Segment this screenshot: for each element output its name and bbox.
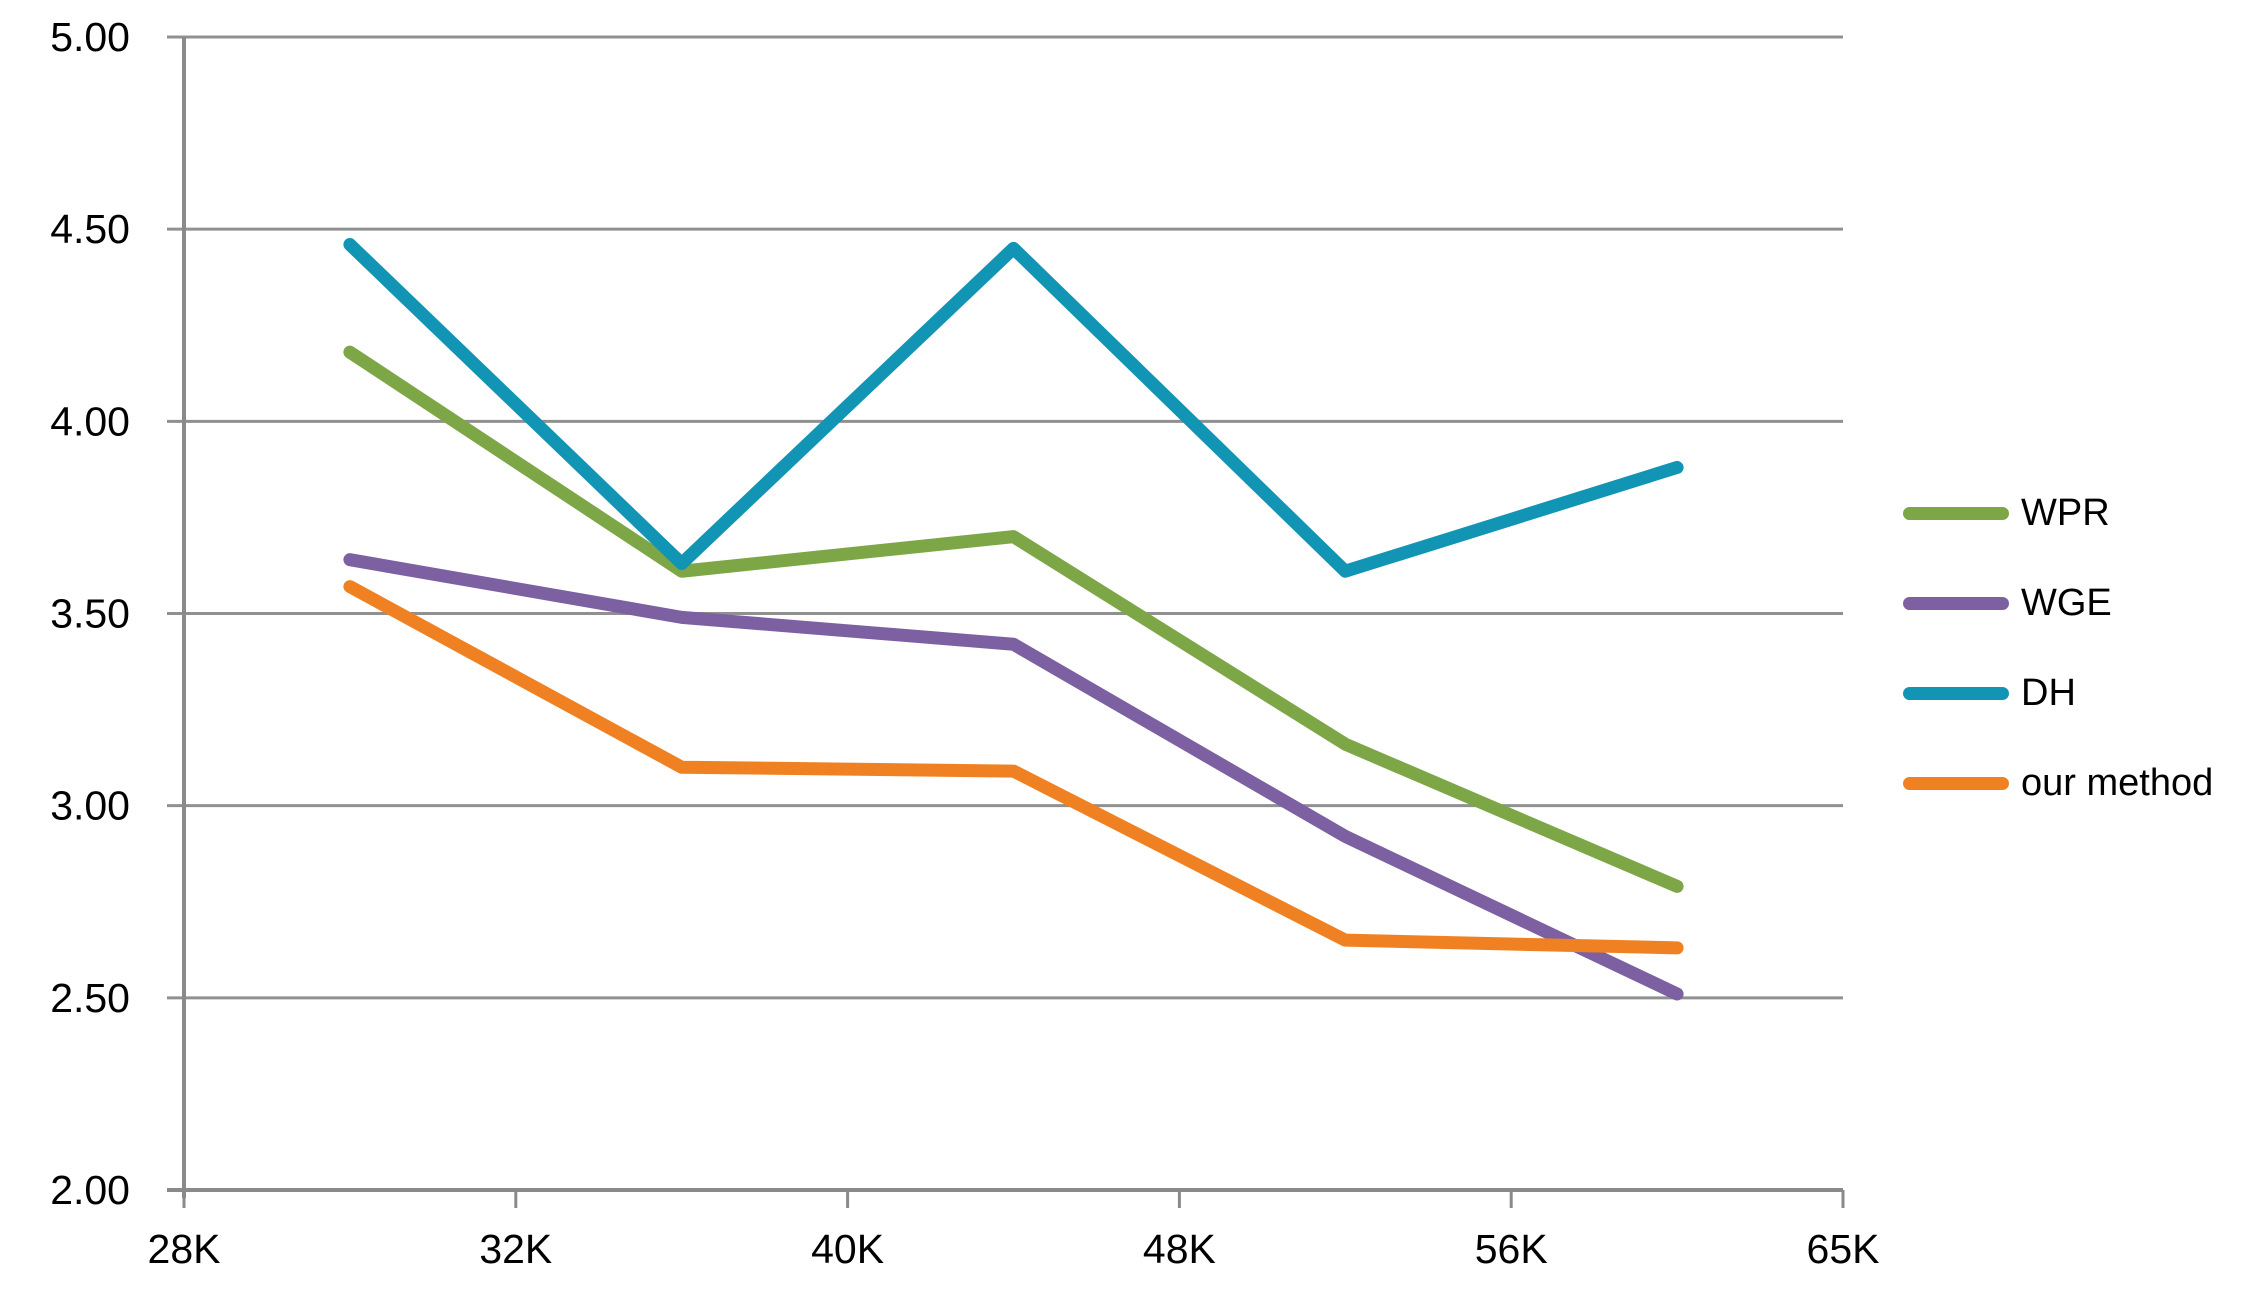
legend-item-wge: WGE [1903,581,2213,625]
y-tick-label: 3.00 [50,783,130,829]
legend-item-wpr: WPR [1903,491,2213,535]
y-tick-label: 4.00 [50,398,130,444]
y-tick-label: 3.50 [50,591,130,637]
x-tick-label: 40K [811,1226,884,1272]
x-tick-label: 28K [148,1226,221,1272]
legend: WPR WGE DH our method [1903,491,2213,805]
x-tick-label: 56K [1475,1226,1548,1272]
x-tick-label: 32K [479,1226,552,1272]
y-tick-label: 4.50 [50,206,130,252]
legend-swatch-wge [1903,596,2009,610]
x-tick-label: 48K [1143,1226,1216,1272]
legend-label: WPR [2021,491,2110,534]
x-tick-label: 65K [1807,1226,1880,1272]
series-line-wpr [343,345,1684,893]
legend-item-our-method: our method [1903,761,2213,805]
legend-item-dh: DH [1903,671,2213,715]
series-line-our-method [343,580,1684,955]
legend-label: WGE [2021,581,2112,624]
legend-swatch-wpr [1903,506,2009,520]
legend-swatch-our-method [1903,776,2009,790]
legend-label: our method [2021,761,2214,804]
y-tick-label: 5.00 [50,14,130,60]
y-tick-label: 2.50 [50,975,130,1021]
y-tick-label: 2.00 [50,1167,130,1213]
legend-swatch-dh [1903,686,2009,700]
series-line-wge [343,553,1684,1001]
legend-label: DH [2021,671,2076,714]
series-line-dh [343,238,1684,578]
